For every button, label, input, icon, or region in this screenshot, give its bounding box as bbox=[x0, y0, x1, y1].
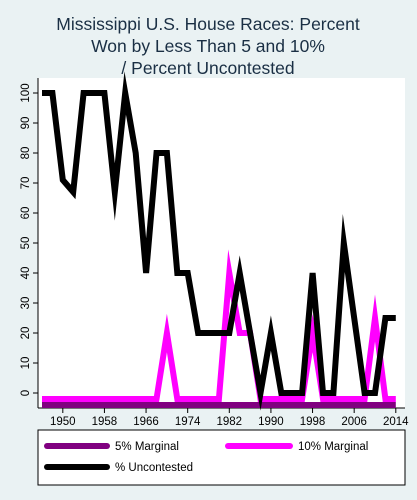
legend-box bbox=[37, 429, 406, 486]
title-line-1: Mississippi U.S. House Races: Percent bbox=[56, 14, 360, 34]
y-tick-label: 30 bbox=[20, 297, 32, 310]
chart-title: Mississippi U.S. House Races: Percent Wo… bbox=[56, 14, 360, 78]
legend-label-5pct-marginal: 5% Marginal bbox=[115, 441, 179, 453]
x-tick-label: 1958 bbox=[92, 416, 118, 428]
y-tick-label: 90 bbox=[20, 117, 32, 130]
y-tick-label: 100 bbox=[20, 83, 32, 102]
legend-label-pct-uncontested: % Uncontested bbox=[115, 462, 193, 474]
title-line-3: / Percent Uncontested bbox=[121, 58, 294, 78]
title-line-2: Won by Less Than 5 and 10% bbox=[91, 36, 325, 56]
series-layer bbox=[42, 71, 396, 411]
y-tick-label: 40 bbox=[20, 267, 32, 280]
x-tick-label: 2006 bbox=[341, 416, 367, 428]
x-tick-label: 1998 bbox=[300, 416, 326, 428]
y-tick-label: 0 bbox=[20, 390, 32, 396]
x-tick-label: 2014 bbox=[383, 416, 409, 428]
series-line-10pct-marginal bbox=[42, 249, 396, 402]
x-tick-label: 1990 bbox=[258, 416, 284, 428]
x-tick-label: 1982 bbox=[217, 416, 243, 428]
y-tick-label: 50 bbox=[20, 237, 32, 250]
x-tick-label: 1966 bbox=[133, 416, 159, 428]
x-tick-label: 1974 bbox=[175, 416, 201, 428]
y-tick-label: 10 bbox=[20, 357, 32, 370]
series-line-pct-uncontested bbox=[42, 71, 396, 411]
y-tick-label: 60 bbox=[20, 207, 32, 220]
y-tick-label: 70 bbox=[20, 177, 32, 190]
y-tick-label: 80 bbox=[20, 147, 32, 160]
legend-label-10pct-marginal: 10% Marginal bbox=[298, 441, 368, 453]
y-tick-label: 20 bbox=[20, 327, 32, 340]
legend: 5% Marginal 10% Marginal % Uncontested bbox=[37, 429, 406, 486]
x-tick-label: 1950 bbox=[50, 416, 76, 428]
